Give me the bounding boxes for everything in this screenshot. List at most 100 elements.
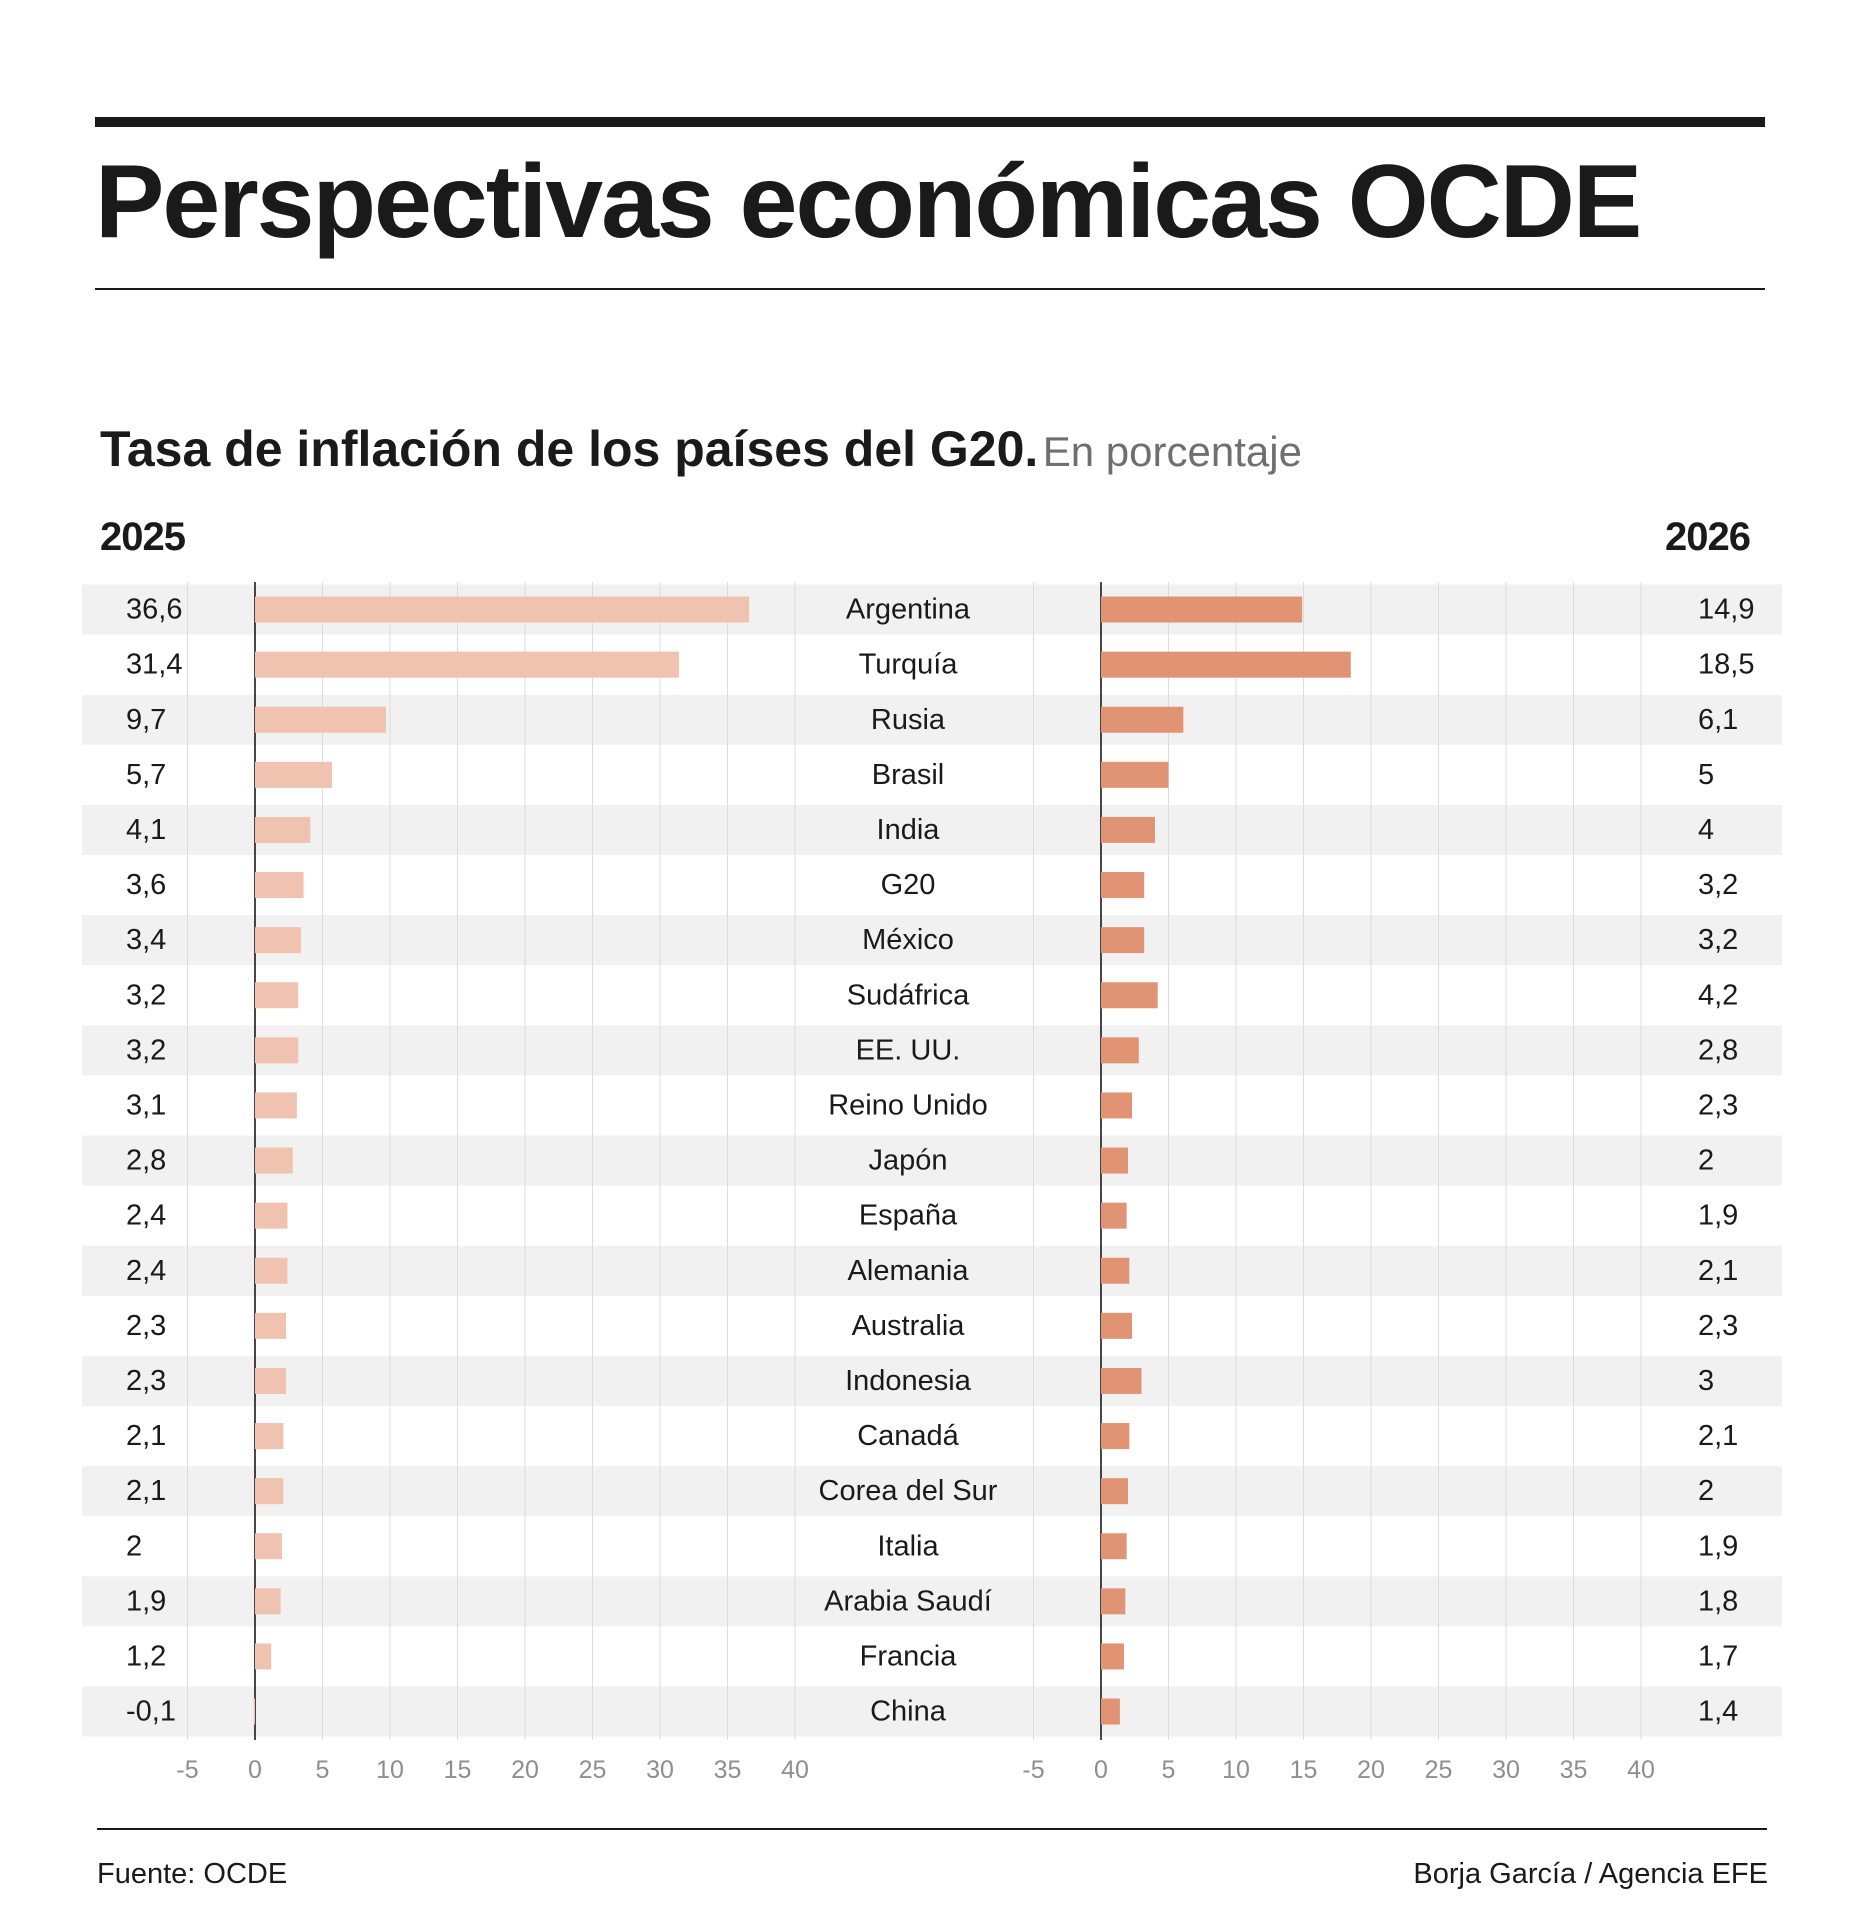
- category-label-arabia-saudi: Arabia Saudí: [824, 1585, 992, 1617]
- year-label-2026: 2026: [1665, 515, 1751, 559]
- value-label-2026-ee-uu: 2,8: [1698, 1034, 1738, 1066]
- chart-subtitle-main: Tasa de inflación de los países del G20.: [100, 421, 1039, 477]
- left-tick-label: 35: [714, 1756, 742, 1784]
- category-label-sudafrica: Sudáfrica: [847, 979, 970, 1011]
- top-rule: [95, 117, 1765, 127]
- value-label-2026-australia: 2,3: [1698, 1310, 1738, 1342]
- category-label-argentina: Argentina: [846, 594, 971, 626]
- value-label-2026-alemania: 2,1: [1698, 1255, 1738, 1287]
- bar-2025-rusia: [255, 706, 386, 733]
- credit-note: Borja García / Agencia EFE: [1413, 1858, 1768, 1890]
- right-tick-label: 5: [1162, 1756, 1176, 1784]
- category-label-francia: Francia: [860, 1640, 958, 1672]
- value-label-2025-canada: 2,1: [126, 1420, 166, 1452]
- bar-2025-italia: [255, 1533, 282, 1560]
- chart-subtitle-unit: En porcentaje: [1042, 428, 1302, 475]
- value-label-2025-rusia: 9,7: [126, 704, 166, 736]
- bar-2026-china: [1101, 1698, 1120, 1725]
- bar-2026-argentina: [1101, 596, 1303, 623]
- bar-2025-mexico: [255, 927, 301, 954]
- bar-2026-alemania: [1101, 1257, 1130, 1284]
- value-label-2025-francia: 1,2: [126, 1640, 166, 1672]
- bar-2026-italia: [1101, 1533, 1127, 1560]
- left-tick-label: 10: [376, 1756, 404, 1784]
- value-label-2026-italia: 1,9: [1698, 1530, 1738, 1562]
- year-label-2025: 2025: [100, 515, 186, 559]
- category-label-australia: Australia: [852, 1310, 966, 1342]
- source-note: Fuente: OCDE: [97, 1858, 288, 1890]
- value-label-2025-ee-uu: 3,2: [126, 1034, 166, 1066]
- value-label-2025-alemania: 2,4: [126, 1255, 166, 1287]
- row-stripe: [82, 1355, 1782, 1406]
- bar-2025-sudafrica: [255, 982, 299, 1009]
- bar-2025-reino-unido: [255, 1092, 297, 1119]
- value-label-2026-g20: 3,2: [1698, 869, 1738, 901]
- bar-2026-reino-unido: [1101, 1092, 1133, 1119]
- value-label-2026-sudafrica: 4,2: [1698, 979, 1738, 1011]
- value-label-2026-japon: 2: [1698, 1145, 1714, 1177]
- value-label-2026-corea-del-sur: 2: [1698, 1475, 1714, 1507]
- row-stripe: [82, 1025, 1782, 1076]
- bar-2025-espana: [255, 1202, 288, 1229]
- category-label-corea-del-sur: Corea del Sur: [819, 1475, 998, 1507]
- right-tick-label: 30: [1492, 1756, 1520, 1784]
- bar-2026-sudafrica: [1101, 982, 1158, 1009]
- bar-2026-brasil: [1101, 761, 1169, 788]
- bar-2025-china: [253, 1698, 255, 1725]
- category-label-espana: España: [859, 1200, 958, 1232]
- bar-2026-indonesia: [1101, 1367, 1142, 1394]
- bar-2026-arabia-saudi: [1101, 1588, 1126, 1615]
- value-label-2025-espana: 2,4: [126, 1200, 166, 1232]
- row-stripe: [82, 1466, 1782, 1517]
- bar-2026-japon: [1101, 1147, 1128, 1174]
- value-label-2025-argentina: 36,6: [126, 594, 182, 626]
- bar-2026-g20: [1101, 872, 1145, 899]
- category-label-ee-uu: EE. UU.: [856, 1034, 961, 1066]
- bar-2026-ee-uu: [1101, 1037, 1139, 1064]
- value-label-2026-india: 4: [1698, 814, 1714, 846]
- category-label-italia: Italia: [877, 1530, 939, 1562]
- value-label-2026-china: 1,4: [1698, 1696, 1738, 1728]
- left-tick-label: 20: [511, 1756, 539, 1784]
- category-label-g20: G20: [881, 869, 936, 901]
- left-tick-label: 40: [781, 1756, 809, 1784]
- right-tick-label: 35: [1560, 1756, 1588, 1784]
- right-tick-label: 0: [1094, 1756, 1108, 1784]
- bar-2025-corea-del-sur: [255, 1478, 284, 1505]
- bar-2025-argentina: [255, 596, 750, 623]
- value-label-2026-brasil: 5: [1698, 759, 1714, 791]
- bar-2025-ee-uu: [255, 1037, 299, 1064]
- bar-2025-francia: [255, 1643, 272, 1670]
- value-label-2025-turquia: 31,4: [126, 649, 182, 681]
- left-tick-label: 25: [579, 1756, 607, 1784]
- right-tick-label: 20: [1357, 1756, 1385, 1784]
- bottom-rule: [97, 1828, 1767, 1830]
- bar-2025-australia: [255, 1312, 287, 1339]
- value-label-2025-brasil: 5,7: [126, 759, 166, 791]
- value-label-2025-japon: 2,8: [126, 1145, 166, 1177]
- value-label-2025-china: -0,1: [126, 1696, 176, 1728]
- value-label-2026-mexico: 3,2: [1698, 924, 1738, 956]
- bar-2025-japon: [255, 1147, 293, 1174]
- value-label-2026-rusia: 6,1: [1698, 704, 1738, 736]
- value-label-2025-g20: 3,6: [126, 869, 166, 901]
- category-label-indonesia: Indonesia: [845, 1365, 972, 1397]
- bar-2025-g20: [255, 872, 304, 899]
- bar-2026-mexico: [1101, 927, 1145, 954]
- category-label-japon: Japón: [868, 1145, 947, 1177]
- category-label-india: India: [877, 814, 941, 846]
- bar-2025-turquia: [255, 651, 679, 678]
- right-tick-label: 40: [1627, 1756, 1655, 1784]
- category-label-turquia: Turquía: [859, 649, 959, 681]
- category-label-mexico: México: [862, 924, 954, 956]
- left-tick-label: 15: [444, 1756, 472, 1784]
- right-tick-label: 10: [1222, 1756, 1250, 1784]
- row-stripe: [82, 1686, 1782, 1737]
- left-tick-label: 5: [316, 1756, 330, 1784]
- category-label-brasil: Brasil: [872, 759, 945, 791]
- row-stripe: [82, 915, 1782, 966]
- bar-2025-alemania: [255, 1257, 288, 1284]
- value-label-2025-reino-unido: 3,1: [126, 1089, 166, 1121]
- value-label-2025-sudafrica: 3,2: [126, 979, 166, 1011]
- right-tick-label: -5: [1022, 1756, 1044, 1784]
